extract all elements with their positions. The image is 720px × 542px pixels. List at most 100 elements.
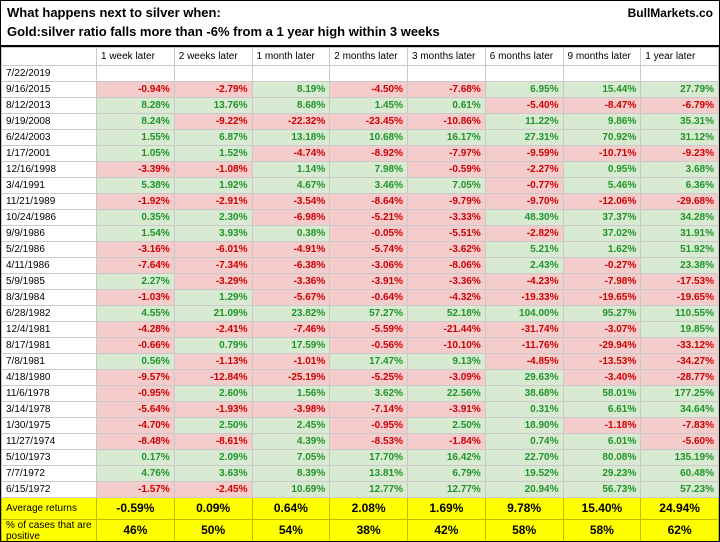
table-row: 3/14/1978 -5.64% -1.93% -3.98% -7.14% -3.91% 0…: [1, 400, 719, 418]
value-cell: -8.64%: [329, 192, 408, 210]
column-header: 6 months later: [484, 46, 564, 66]
value-cell: 8.39%: [251, 464, 331, 482]
value-cell: -5.21%: [329, 208, 408, 226]
value-cell: 57.27%: [329, 304, 408, 322]
value-cell: 16.17%: [407, 128, 486, 146]
value-cell: -10.10%: [407, 336, 486, 354]
table-row: 4/18/1980 -9.57% -12.84% -25.19% -5.25% -3.09…: [1, 368, 719, 386]
brand-label: BullMarkets.co: [627, 6, 713, 20]
value-cell: 52.18%: [407, 304, 486, 322]
table-row: 9/16/2015 -0.94% -2.79% 8.19% -4.50% -7.68% 6.…: [1, 80, 719, 98]
table-row: 1/30/1975 -4.70% 2.50% 2.45% -0.95% 2.50% 18.9…: [1, 416, 719, 434]
summary-value-cell: 15.40%: [562, 496, 642, 520]
date-cell: 5/2/1986: [1, 240, 97, 258]
value-cell: [96, 64, 175, 82]
value-cell: -7.83%: [640, 416, 719, 434]
value-cell: -0.05%: [329, 224, 408, 242]
value-cell: -3.91%: [407, 400, 486, 418]
value-cell: 1.14%: [251, 160, 331, 178]
value-cell: 11.22%: [484, 112, 564, 130]
value-cell: -2.82%: [484, 224, 564, 242]
value-cell: 4.55%: [96, 304, 175, 322]
value-cell: 21.09%: [173, 304, 253, 322]
value-cell: 7.98%: [329, 160, 408, 178]
value-cell: -7.46%: [251, 320, 331, 338]
table-row: 7/7/1972 4.76% 3.63% 8.39% 13.81% 6.79% 19.52%…: [1, 464, 719, 482]
value-cell: -3.07%: [562, 320, 642, 338]
returns-table: 1 week later 2 weeks later 1 month later 2 …: [1, 46, 719, 541]
date-cell: 5/10/1973: [1, 448, 97, 466]
date-cell: 11/6/1978: [1, 384, 97, 402]
date-cell: 8/17/1981: [1, 336, 97, 354]
value-cell: -6.79%: [640, 96, 719, 114]
value-cell: 12.77%: [329, 480, 408, 498]
value-cell: 2.50%: [407, 416, 486, 434]
value-cell: 15.44%: [562, 80, 642, 98]
value-cell: -8.53%: [329, 432, 408, 450]
value-cell: 110.55%: [640, 304, 719, 322]
value-cell: 23.38%: [640, 256, 719, 274]
value-cell: -12.06%: [562, 192, 642, 210]
value-cell: -2.45%: [173, 480, 253, 498]
value-cell: -33.12%: [640, 336, 719, 354]
summary-label: Average returns: [1, 496, 97, 520]
summary-value-cell: 2.08%: [329, 496, 408, 520]
value-cell: -4.91%: [251, 240, 331, 258]
date-cell: 5/9/1985: [1, 272, 97, 290]
value-cell: 23.82%: [251, 304, 331, 322]
column-header: 1 month later: [251, 46, 331, 66]
value-cell: 6.87%: [173, 128, 253, 146]
value-cell: 22.56%: [407, 384, 486, 402]
table-row: 4/11/1986 -7.64% -7.34% -6.38% -3.06% -8.06% 2…: [1, 256, 719, 274]
value-cell: -7.68%: [407, 80, 486, 98]
summary-value-cell: 38%: [329, 518, 408, 541]
value-cell: 12.77%: [407, 480, 486, 498]
date-cell: 10/24/1986: [1, 208, 97, 226]
table-row: 7/22/2019: [1, 64, 719, 82]
value-cell: -0.27%: [562, 256, 642, 274]
summary-row: Average returns -0.59% 0.09% 0.64% 2.08% 1.69…: [1, 496, 719, 520]
title-block: What happens next to silver when: Gold:s…: [7, 4, 440, 42]
value-cell: -9.70%: [484, 192, 564, 210]
table-row: 10/24/1986 0.35% 2.30% -6.98% -5.21% -3.33% 48…: [1, 208, 719, 226]
date-cell: 12/4/1981: [1, 320, 97, 338]
value-cell: -1.08%: [173, 160, 253, 178]
value-cell: -6.38%: [251, 256, 331, 274]
corner-cell: [1, 46, 97, 66]
value-cell: -5.67%: [251, 288, 331, 306]
value-cell: -0.95%: [329, 416, 408, 434]
value-cell: 57.23%: [640, 480, 719, 498]
value-cell: 16.42%: [407, 448, 486, 466]
value-cell: 35.31%: [640, 112, 719, 130]
value-cell: -7.97%: [407, 144, 486, 162]
value-cell: [173, 64, 253, 82]
value-cell: 0.79%: [173, 336, 253, 354]
table-row: 1/17/2001 1.05% 1.52% -4.74% -8.92% -7.97% -9.…: [1, 144, 719, 162]
value-cell: -1.93%: [173, 400, 253, 418]
value-cell: 8.28%: [96, 96, 175, 114]
value-cell: [640, 64, 719, 82]
date-cell: 1/30/1975: [1, 416, 97, 434]
date-cell: 6/24/2003: [1, 128, 97, 146]
value-cell: -0.56%: [329, 336, 408, 354]
value-cell: 38.68%: [484, 384, 564, 402]
value-cell: 6.36%: [640, 176, 719, 194]
date-cell: 8/12/2013: [1, 96, 97, 114]
date-cell: 3/4/1991: [1, 176, 97, 194]
title-line-2: Gold:silver ratio falls more than -6% fr…: [7, 23, 440, 39]
value-cell: 4.76%: [96, 464, 175, 482]
value-cell: 27.79%: [640, 80, 719, 98]
table-row: 9/9/1986 1.54% 3.93% 0.38% -0.05% -5.51% -2.82…: [1, 224, 719, 242]
value-cell: -4.70%: [96, 416, 175, 434]
value-cell: 2.43%: [484, 256, 564, 274]
value-cell: 104.00%: [484, 304, 564, 322]
value-cell: -19.65%: [640, 288, 719, 306]
table-row: 11/21/1989 -1.92% -2.91% -3.54% -8.64% -9.79%…: [1, 192, 719, 210]
value-cell: -0.77%: [484, 176, 564, 194]
value-cell: 0.31%: [484, 400, 564, 418]
table-row: 6/24/2003 1.55% 6.87% 13.18% 10.68% 16.17% 27.…: [1, 128, 719, 146]
value-cell: -9.79%: [407, 192, 486, 210]
value-cell: [484, 64, 564, 82]
column-header: 9 months later: [562, 46, 642, 66]
value-cell: 0.74%: [484, 432, 564, 450]
